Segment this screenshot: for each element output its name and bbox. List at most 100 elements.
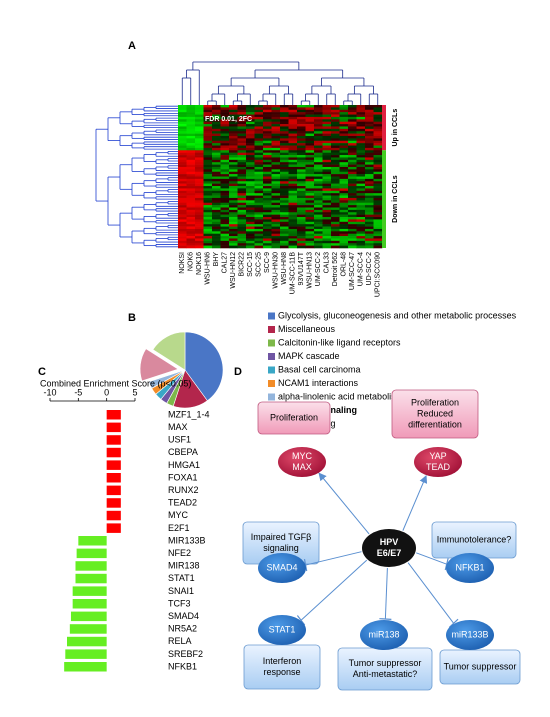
- heatmap-cell: [297, 119, 306, 122]
- heatmap-cell: [237, 205, 247, 208]
- bar: [106, 498, 121, 508]
- heatmap-cell: [186, 135, 196, 139]
- heatmap-cell: [212, 209, 221, 213]
- heatmap-cell: [305, 169, 315, 173]
- heatmap-cell: [178, 143, 187, 146]
- heatmap-cell: [237, 166, 247, 170]
- heatmap-cell: [229, 219, 238, 223]
- heatmap-cell: [186, 219, 196, 223]
- box-label: Anti-metastatic?: [353, 669, 418, 679]
- bar: [75, 573, 107, 584]
- heatmap-cell: [288, 178, 298, 182]
- heatmap-cell: [280, 169, 289, 173]
- heatmap-cell: [288, 159, 298, 163]
- heatmap-cell: [297, 245, 306, 249]
- bar: [106, 523, 121, 533]
- diagram-node: [278, 447, 326, 477]
- heatmap-cell: [186, 188, 196, 192]
- heatmap-cell: [356, 197, 366, 201]
- heatmap-cell: [288, 197, 298, 201]
- heatmap-cell: [195, 233, 204, 237]
- heatmap-cell: [297, 236, 306, 239]
- heatmap-cell: [314, 212, 323, 215]
- heatmap-cell: [203, 226, 213, 230]
- heatmap-cell: [373, 147, 383, 151]
- heatmap-cell: [195, 188, 204, 192]
- bar: [76, 548, 107, 559]
- heatmap-cell: [339, 224, 349, 227]
- heatmap-cell: [314, 147, 323, 151]
- heatmap-cell: [195, 245, 204, 249]
- category-label: STAT1: [168, 573, 195, 583]
- heatmap-cell: [271, 121, 281, 125]
- heatmap-cell: [331, 126, 340, 130]
- heatmap-cell: [263, 174, 272, 177]
- heatmap-cell: [271, 238, 281, 242]
- heatmap-cell: [195, 157, 204, 161]
- category-label: SMAD4: [168, 611, 199, 621]
- heatmap-cell: [322, 126, 332, 130]
- heatmap-cell: [254, 178, 264, 182]
- heatmap-cell: [356, 162, 366, 165]
- heatmap-cell: [297, 226, 306, 230]
- heatmap-cell: [263, 159, 272, 163]
- legend-swatch: [268, 393, 275, 401]
- heatmap-cell: [339, 128, 349, 132]
- heatmap-cell: [195, 183, 204, 187]
- heatmap-cell: [339, 119, 349, 122]
- heatmap-cell: [178, 166, 187, 170]
- heatmap-cell: [186, 202, 196, 206]
- heatmap-cell: [288, 228, 298, 232]
- heatmap-cell: [280, 200, 289, 204]
- category-label: SREBF2: [168, 649, 203, 659]
- heatmap-cell: [212, 228, 221, 232]
- node-label: miR133B: [451, 629, 488, 639]
- heatmap-cell: [203, 159, 213, 163]
- heatmap-cell: [314, 236, 323, 239]
- heatmap-cell: [297, 126, 306, 130]
- heatmap-cell: [263, 228, 272, 232]
- heatmap-cell: [365, 205, 374, 208]
- heatmap-cell: [314, 116, 323, 120]
- heatmap-cell: [237, 245, 247, 249]
- heatmap-cell: [186, 162, 196, 165]
- legend-label: alpha-linolenic acid metabolism: [278, 391, 403, 401]
- heatmap-cell: [322, 245, 332, 249]
- heatmap-cell: [254, 147, 264, 151]
- heatmap-cell: [297, 169, 306, 173]
- category-label: RUNX2: [168, 485, 199, 495]
- heatmap-cell: [322, 138, 332, 142]
- heatmap-cell: [186, 183, 196, 187]
- heatmap-cell: [365, 171, 374, 175]
- heatmap-cell: [195, 238, 204, 242]
- heatmap-cell: [237, 226, 247, 230]
- heatmap-cell: [178, 240, 187, 244]
- heatmap-cell: [348, 145, 357, 149]
- column-label: WSU-HN6: [205, 252, 212, 285]
- heatmap-cell: [220, 219, 230, 223]
- heatmap-cell: [237, 209, 247, 213]
- heatmap-cell: [254, 238, 264, 242]
- heatmap-cell: [195, 109, 204, 113]
- heatmap-cell: [348, 205, 357, 208]
- heatmap-cell: [271, 224, 281, 227]
- box-label: signaling: [263, 543, 299, 553]
- heatmap-cell: [339, 159, 349, 163]
- heatmap-cell: [237, 128, 247, 132]
- box-label: response: [263, 667, 300, 677]
- heatmap-cell: [348, 133, 357, 137]
- heatmap-cell: [365, 135, 374, 139]
- heatmap-cell: [178, 107, 187, 111]
- heatmap-cell: [339, 131, 349, 134]
- heatmap-cell: [246, 140, 255, 144]
- heatmap-cell: [365, 207, 374, 211]
- category-label: NFKB1: [168, 661, 197, 671]
- heatmap-cell: [220, 202, 230, 206]
- heatmap-cell: [195, 221, 204, 225]
- heatmap-cell: [271, 159, 281, 163]
- heatmap-cell: [314, 126, 323, 130]
- heatmap-cell: [305, 124, 315, 127]
- heatmap-cell: [203, 166, 213, 170]
- node-label: STAT1: [269, 624, 296, 634]
